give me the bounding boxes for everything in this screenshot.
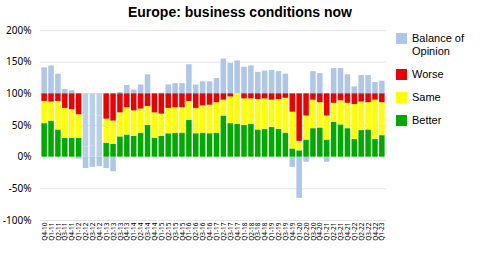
html-text:Balance of Opinion: Balance of Opinion xyxy=(412,32,464,57)
svg-text:Q4-11: Q4-11 xyxy=(67,222,77,241)
svg-text:Q4-18: Q4-18 xyxy=(260,222,270,241)
svg-text:Q4-16: Q4-16 xyxy=(205,222,215,241)
svg-text:Q1-23: Q1-23 xyxy=(377,222,386,241)
svg-text:Q3-15: Q3-15 xyxy=(170,222,180,241)
svg-text:100%: 100% xyxy=(6,86,31,100)
svg-text:Q4-15: Q4-15 xyxy=(177,222,187,241)
svg-text:Q2-20: Q2-20 xyxy=(301,222,311,241)
svg-text:Q4-21: Q4-21 xyxy=(343,222,352,241)
svg-text:Q4-20: Q4-20 xyxy=(315,222,325,241)
svg-text:Q1-21: Q1-21 xyxy=(322,222,332,241)
svg-text:Q4-12: Q4-12 xyxy=(94,222,104,241)
svg-text:Q4-17: Q4-17 xyxy=(232,222,242,241)
svg-text:-50%: -50% xyxy=(9,181,32,195)
svg-text:Q1-12: Q1-12 xyxy=(74,222,84,241)
svg-text:Q1-11: Q1-11 xyxy=(46,222,56,241)
svg-text:Q2-15: Q2-15 xyxy=(163,222,173,241)
svg-text:Q2-13: Q2-13 xyxy=(108,222,118,241)
svg-text:Q3-21: Q3-21 xyxy=(336,222,346,241)
svg-text:Q3-20: Q3-20 xyxy=(308,222,318,241)
svg-text:-100%: -100% xyxy=(3,213,32,227)
svg-text:Q4-22: Q4-22 xyxy=(370,222,380,241)
svg-text:200%: 200% xyxy=(6,23,31,37)
svg-text:Q4-14: Q4-14 xyxy=(150,222,159,241)
html-text:Worse: Worse xyxy=(412,68,444,80)
svg-text:150%: 150% xyxy=(6,54,31,68)
svg-text:Q2-17: Q2-17 xyxy=(218,222,228,241)
svg-text:Q1-16: Q1-16 xyxy=(184,222,194,241)
svg-text:Q3-12: Q3-12 xyxy=(88,222,97,241)
svg-text:Q3-18: Q3-18 xyxy=(253,222,263,241)
svg-text:Q1-19: Q1-19 xyxy=(267,222,277,241)
svg-text:Q3-19: Q3-19 xyxy=(281,222,290,241)
svg-text:Q2-18: Q2-18 xyxy=(246,222,256,241)
svg-text:Q3-16: Q3-16 xyxy=(198,222,208,241)
svg-text:Q2-12: Q2-12 xyxy=(81,222,91,241)
svg-text:Q2-21: Q2-21 xyxy=(329,222,339,241)
svg-text:Q3-14: Q3-14 xyxy=(143,222,153,241)
svg-text:Q3-11: Q3-11 xyxy=(60,222,70,241)
html-text:Europe: business conditions no: Europe: business conditions now xyxy=(128,4,352,20)
svg-text:Q1-14: Q1-14 xyxy=(129,222,139,241)
svg-text:Q2-22: Q2-22 xyxy=(356,222,366,241)
svg-text:Q2-16: Q2-16 xyxy=(191,222,201,241)
svg-text:Q2-14: Q2-14 xyxy=(136,222,146,241)
svg-text:Q4-13: Q4-13 xyxy=(122,222,132,241)
svg-text:0%: 0% xyxy=(17,149,31,163)
html-text:Better: Better xyxy=(412,114,442,126)
svg-text:Q1-15: Q1-15 xyxy=(156,222,166,241)
svg-text:Q2-19: Q2-19 xyxy=(274,222,284,241)
svg-text:Q4-19: Q4-19 xyxy=(287,222,297,241)
html-text:Same: Same xyxy=(412,91,441,103)
svg-text:Q3-17: Q3-17 xyxy=(225,222,235,241)
svg-text:50%: 50% xyxy=(12,118,32,132)
svg-text:Q3-22: Q3-22 xyxy=(363,222,373,241)
svg-text:Q4-10: Q4-10 xyxy=(39,222,49,241)
svg-text:Q1-18: Q1-18 xyxy=(239,222,249,241)
svg-text:Q3-13: Q3-13 xyxy=(115,222,125,241)
svg-text:Q1-17: Q1-17 xyxy=(212,222,221,241)
svg-text:Q1-13: Q1-13 xyxy=(101,222,111,241)
svg-text:Q2-11: Q2-11 xyxy=(53,222,63,241)
svg-text:Q1-22: Q1-22 xyxy=(349,222,359,241)
svg-text:Q1-20: Q1-20 xyxy=(294,222,304,241)
